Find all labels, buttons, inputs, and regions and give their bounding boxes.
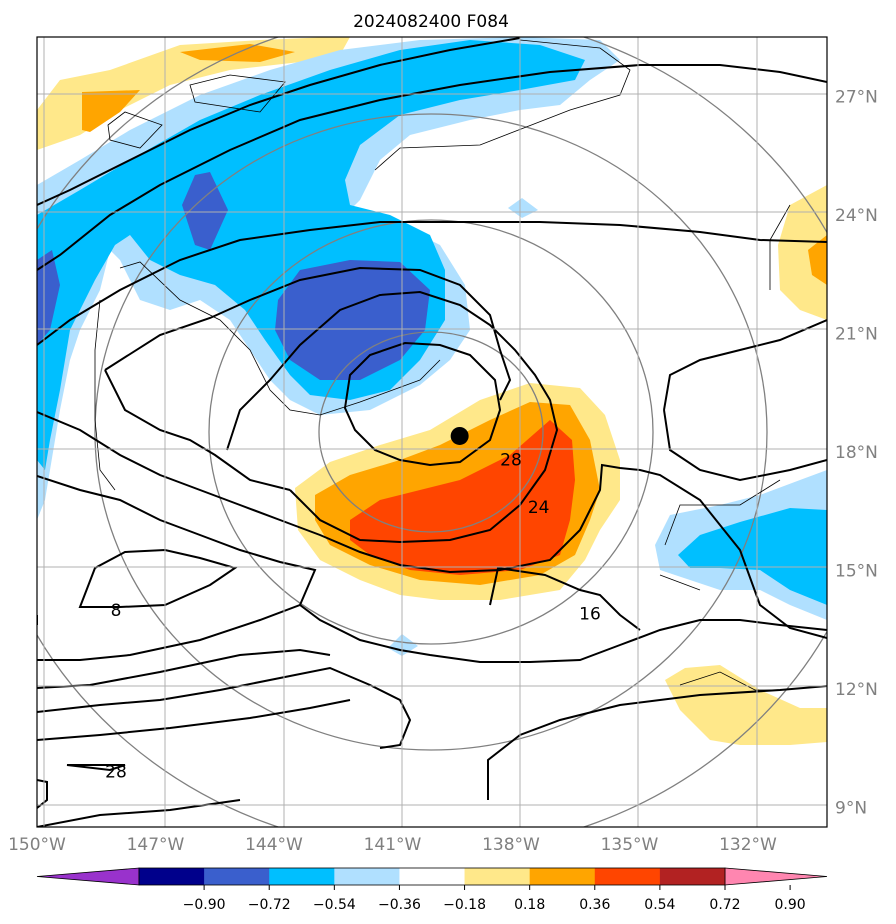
colorbar-tick-label: 0.18: [514, 897, 545, 913]
x-tick-label: 138°W: [482, 835, 540, 855]
shading-layer: [37, 37, 827, 745]
chart-title: 2024082400 F084: [353, 12, 509, 32]
y-axis-ticks: 9°N 12°N 15°N 18°N 21°N 24°N 27°N: [835, 87, 878, 818]
x-tick-label: 147°W: [127, 835, 185, 855]
y-tick-label: 24°N: [835, 206, 878, 226]
colorbar-extend-min: [36, 867, 140, 886]
positive-region-orange: [82, 90, 140, 132]
distance-rings: [37, 37, 827, 827]
negative-region-blue: [678, 508, 827, 605]
positive-region-orange: [808, 235, 827, 285]
colorbar-tick-label: 0.90: [775, 897, 806, 913]
plot-frame: [36, 36, 828, 828]
contour-labels: 28 24 16 8 28: [105, 451, 601, 783]
y-tick-label: 12°N: [835, 680, 878, 700]
contour-label: 28: [500, 451, 522, 471]
colorbar-tick-label: −0.72: [248, 897, 291, 913]
y-tick-label: 15°N: [835, 561, 878, 581]
x-tick-label: 150°W: [8, 835, 66, 855]
grid: [37, 37, 827, 827]
colorbar-tick-label: −0.90: [183, 897, 226, 913]
colorbar-extend-max: [724, 867, 828, 886]
contour-label: 8: [111, 601, 122, 621]
colorbar-tick-label: −0.18: [443, 897, 486, 913]
colorbar: −0.90 −0.72 −0.54 −0.36 −0.18 0.18 0.36 0.54 0.7…: [36, 867, 828, 913]
colorbar-segment: [139, 868, 205, 885]
x-tick-label: 144°W: [245, 835, 303, 855]
colorbar-segment: [204, 868, 270, 885]
colorbar-segment: [594, 868, 661, 885]
colorbar-tick-label: 0.54: [644, 897, 675, 913]
y-tick-label: 18°N: [835, 443, 878, 463]
colorbar-tick-label: 0.72: [709, 897, 740, 913]
positive-region-yellow: [665, 665, 827, 745]
x-axis-ticks: 150°W 147°W 144°W 141°W 138°W 135°W 132°W: [8, 835, 777, 855]
y-tick-label: 9°N: [835, 798, 867, 818]
positive-region-red: [350, 420, 575, 575]
colorbar-frame: [138, 867, 726, 886]
negative-region-darkblue: [275, 260, 430, 380]
x-tick-label: 141°W: [364, 835, 422, 855]
x-tick-label: 135°W: [601, 835, 659, 855]
colorbar-segment: [269, 868, 335, 885]
negative-region-darkblue: [37, 250, 60, 345]
colorbar-tick-label: 0.36: [579, 897, 610, 913]
negative-region-lightblue: [388, 634, 418, 656]
height-contours: [37, 37, 827, 827]
storm-center-marker: [450, 426, 469, 445]
contour-label: 16: [579, 605, 601, 625]
negative-region-darkblue: [182, 172, 228, 250]
positive-region-yellow: [778, 185, 827, 320]
colorbar-segment: [529, 868, 596, 885]
contour-label: 24: [528, 498, 550, 518]
plot-area: 28 24 16 8 28: [37, 37, 827, 827]
colorbar-segment: [659, 868, 726, 885]
negative-region-blue: [37, 40, 585, 470]
contour-label: 28: [105, 763, 127, 783]
colorbar-tick-label: −0.54: [313, 897, 356, 913]
field-edges: [94, 39, 791, 691]
y-tick-label: 27°N: [835, 87, 878, 107]
colorbar-segment: [334, 868, 400, 885]
colorbar-segment: [464, 868, 531, 885]
y-tick-label: 21°N: [835, 324, 878, 344]
colorbar-segment: [399, 868, 466, 885]
x-tick-label: 132°W: [719, 835, 777, 855]
colorbar-tick-label: −0.36: [378, 897, 421, 913]
negative-region-lightblue: [508, 198, 538, 218]
